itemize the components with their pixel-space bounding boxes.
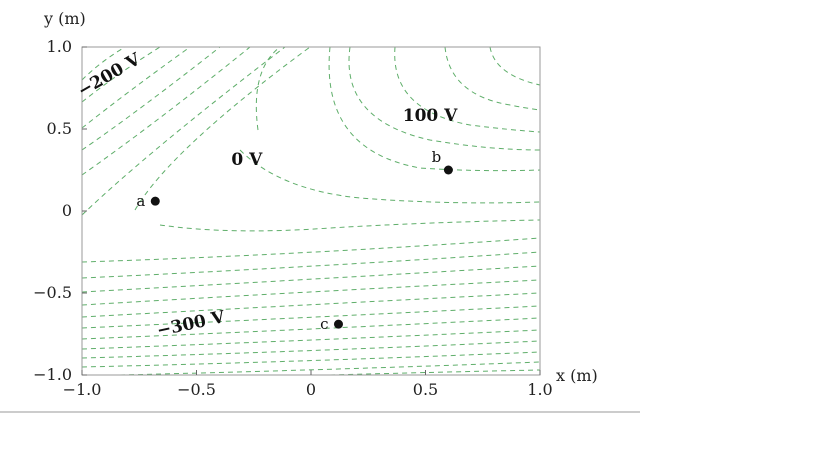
y-tick-label: −0.5 bbox=[33, 283, 72, 302]
contour-line bbox=[394, 47, 540, 133]
x-tick-label: 1.0 bbox=[527, 380, 552, 399]
contour-line bbox=[82, 265, 540, 293]
y-axis-title: y (m) bbox=[43, 9, 86, 28]
point-b bbox=[443, 165, 453, 175]
contour-line bbox=[82, 305, 540, 329]
contour-line bbox=[348, 47, 540, 151]
point-label: b bbox=[432, 148, 442, 166]
contour-line bbox=[82, 47, 221, 151]
point-label: c bbox=[320, 315, 328, 333]
contour-line bbox=[82, 279, 540, 306]
x-tick-label: 0.5 bbox=[413, 380, 438, 399]
contour-line bbox=[239, 149, 540, 204]
contour-line bbox=[489, 47, 540, 86]
x-tick-label: −0.5 bbox=[177, 380, 216, 399]
contour-line bbox=[329, 369, 540, 375]
charge-points: a b c bbox=[136, 148, 453, 333]
x-axis-title: x (m) bbox=[556, 366, 598, 385]
contour-line bbox=[82, 47, 161, 103]
contour-line bbox=[119, 361, 540, 375]
plot-frame bbox=[81, 46, 541, 376]
contour-line bbox=[444, 47, 540, 111]
contour-line bbox=[82, 47, 191, 129]
contour-line bbox=[82, 47, 251, 176]
point-c bbox=[333, 319, 343, 329]
contour-line bbox=[82, 317, 540, 340]
contour-line bbox=[255, 47, 281, 131]
contour-line bbox=[159, 219, 540, 232]
contour-line bbox=[328, 47, 540, 172]
x-axis-ticks: −1.0 −0.5 0 0.5 1.0 bbox=[63, 370, 553, 399]
contour-line bbox=[82, 47, 126, 81]
point-label: a bbox=[136, 192, 145, 210]
contour-label: 100 V bbox=[403, 106, 458, 126]
y-tick-label: 1.0 bbox=[47, 37, 72, 56]
y-tick-label: 0.5 bbox=[47, 119, 72, 138]
contour-lines bbox=[82, 47, 540, 375]
point-a bbox=[150, 196, 160, 206]
x-tick-label: 0 bbox=[306, 380, 316, 399]
contour-line bbox=[82, 329, 540, 350]
contour-line bbox=[82, 237, 540, 263]
contour-label: 0 V bbox=[231, 150, 263, 170]
contour-line bbox=[82, 292, 540, 318]
x-tick-label: −1.0 bbox=[63, 380, 102, 399]
y-tick-label: −1.0 bbox=[33, 365, 72, 384]
y-axis-ticks: −1.0 −0.5 0 0.5 1.0 bbox=[33, 37, 87, 384]
contour-line bbox=[82, 340, 540, 359]
contour-line bbox=[82, 47, 286, 216]
y-tick-label: 0 bbox=[62, 201, 72, 220]
contour-line bbox=[134, 47, 311, 211]
contour-line bbox=[82, 251, 540, 279]
